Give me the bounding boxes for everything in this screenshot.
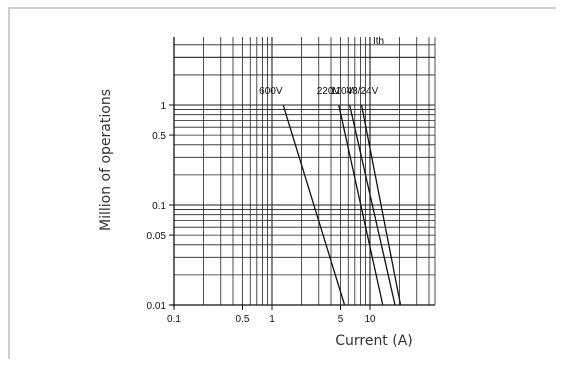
x-axis-title: Current (A) (335, 333, 413, 349)
x-tick-label: 0.5 (236, 314, 250, 325)
x-tick-label: 0.1 (167, 314, 181, 325)
series-label-600V: 600V (259, 86, 283, 97)
series-line-220V (338, 104, 384, 306)
y-tick-label: 0.01 (147, 301, 167, 312)
series-line-48-24V (360, 104, 402, 306)
x-tick-label: 5 (338, 314, 344, 325)
x-tick-label: 10 (364, 314, 376, 325)
left-border (8, 7, 10, 359)
chart-labels: 0.1 0.5 1 5 10 0.01 0.05 0.1 0.5 1 Ith 600V 220V110V… (147, 36, 385, 325)
y-tick-label: 0.1 (152, 201, 166, 212)
series-label-110V: 110V (331, 86, 354, 97)
y-tick-label: 0.5 (152, 131, 166, 142)
grid (169, 37, 436, 310)
y-tick-label: 0.05 (147, 231, 167, 242)
series-label-48-24V: 48/24V (347, 86, 379, 97)
y-axis-title: Million of operations (98, 89, 114, 231)
series-line-110V (349, 104, 396, 306)
top-border (8, 7, 556, 9)
series-label-220V: 220V (317, 86, 341, 97)
ith-label: Ith (373, 36, 384, 47)
x-tick-label: 1 (269, 314, 275, 325)
series-line-600V (282, 104, 346, 306)
y-tick-label: 1 (160, 101, 166, 112)
series-lines (282, 37, 402, 306)
